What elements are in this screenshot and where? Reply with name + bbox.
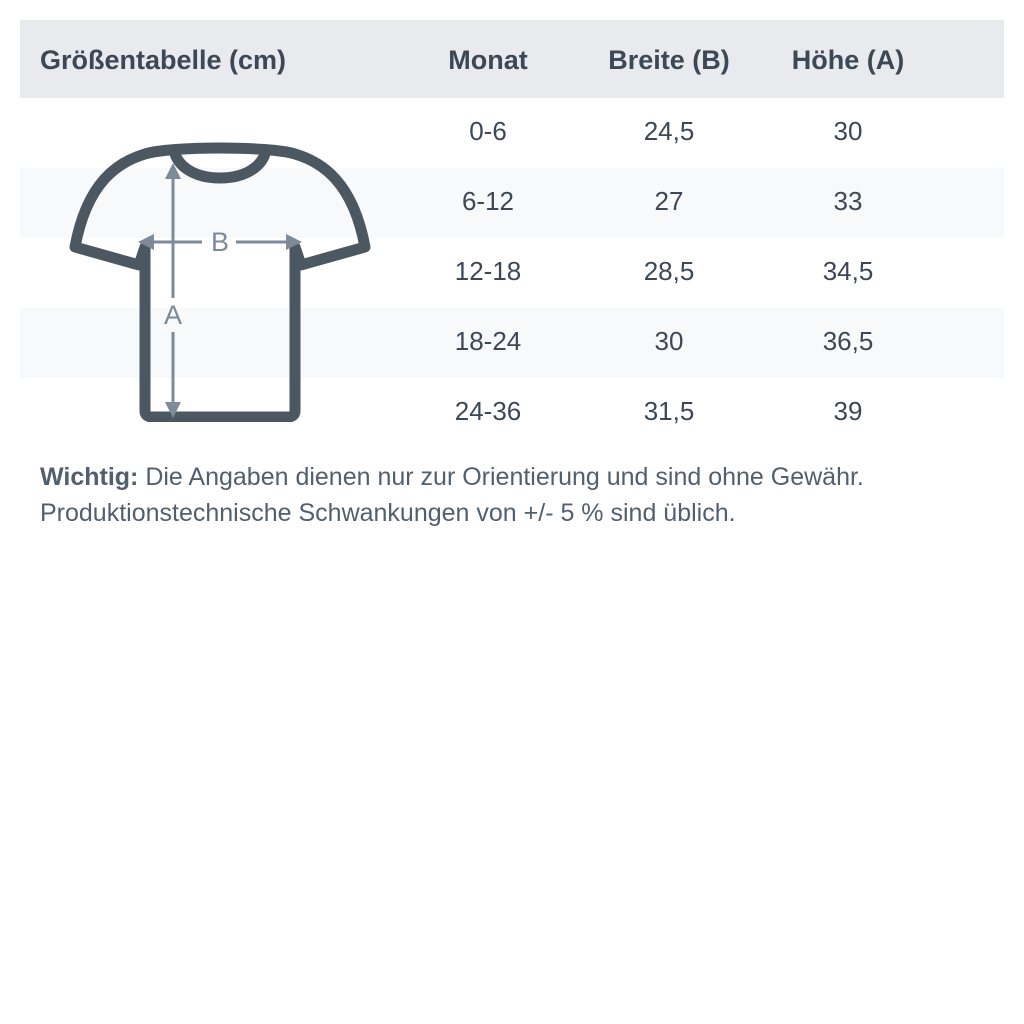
svg-text:B: B	[211, 227, 229, 257]
svg-text:A: A	[164, 300, 182, 330]
